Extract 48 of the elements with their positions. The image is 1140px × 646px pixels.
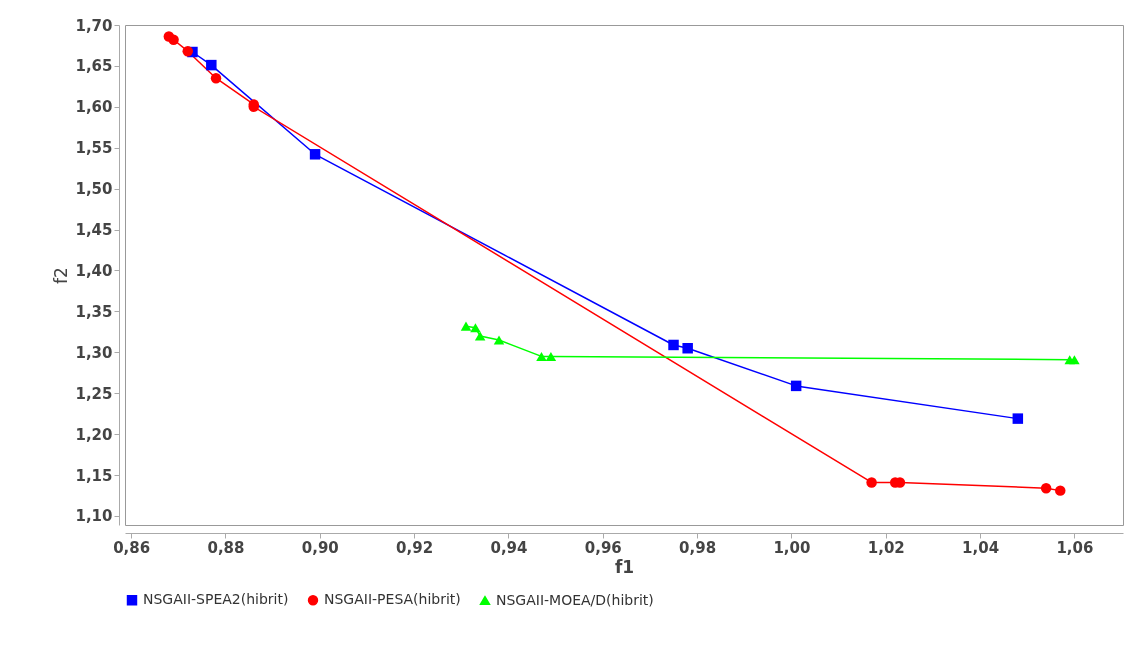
x-tick-label: 0,86 (113, 538, 151, 557)
y-axis-title: f2 (51, 267, 72, 284)
point (460, 321, 472, 331)
point (866, 477, 877, 488)
point (493, 335, 505, 345)
point (668, 339, 679, 351)
x-tick-label: 0,92 (396, 538, 434, 557)
point (536, 351, 547, 361)
x-tick-label: 0,90 (301, 538, 339, 557)
x-tick-label: 0,96 (584, 538, 622, 557)
point (474, 331, 486, 341)
x-tick-label: 0,98 (679, 538, 717, 557)
point (1040, 482, 1052, 494)
point (1055, 485, 1066, 496)
x-tick-label: 0,88 (207, 538, 245, 557)
y-tick-label: 1,25 (75, 384, 113, 403)
x-tick-label: 1,02 (867, 538, 905, 557)
point (309, 149, 321, 160)
legend-label: NSGAII-PESA(hibrit) (324, 591, 461, 608)
y-tick-label: 1,70 (75, 16, 113, 35)
y-tick-label: 1,60 (75, 98, 113, 117)
x-axis-title: f1 (614, 556, 635, 577)
y-tick-label: 1,20 (75, 425, 113, 444)
y-tick-label: 1,10 (75, 507, 113, 526)
legend-label: NSGAII-MOEA/D(hibrit) (496, 591, 654, 608)
y-tick-label: 1,45 (75, 221, 113, 240)
y-tick-label: 1,55 (75, 139, 113, 158)
y-tick-label: 1,15 (75, 466, 113, 485)
point (470, 323, 481, 333)
point (182, 45, 193, 57)
y-tick-label: 1,65 (75, 57, 113, 76)
y-tick-label: 1,30 (75, 343, 113, 362)
point (168, 34, 179, 45)
x-tick-label: 0,94 (490, 538, 528, 557)
point (1069, 355, 1080, 365)
x-tick-label: 1,00 (773, 538, 811, 557)
point (545, 351, 557, 361)
legend-label: NSGAII-SPEA2(hibrit) (143, 591, 289, 608)
point (210, 72, 222, 84)
y-tick-label: 1,35 (75, 302, 113, 321)
point (790, 380, 802, 392)
x-tick-label: 1,04 (962, 538, 1000, 557)
point (682, 343, 693, 354)
y-tick-label: 1,50 (75, 180, 113, 199)
point (206, 59, 217, 71)
y-tick-label: 1,40 (75, 262, 113, 280)
point (1012, 413, 1024, 424)
x-tick-label: 1,06 (1056, 538, 1094, 557)
